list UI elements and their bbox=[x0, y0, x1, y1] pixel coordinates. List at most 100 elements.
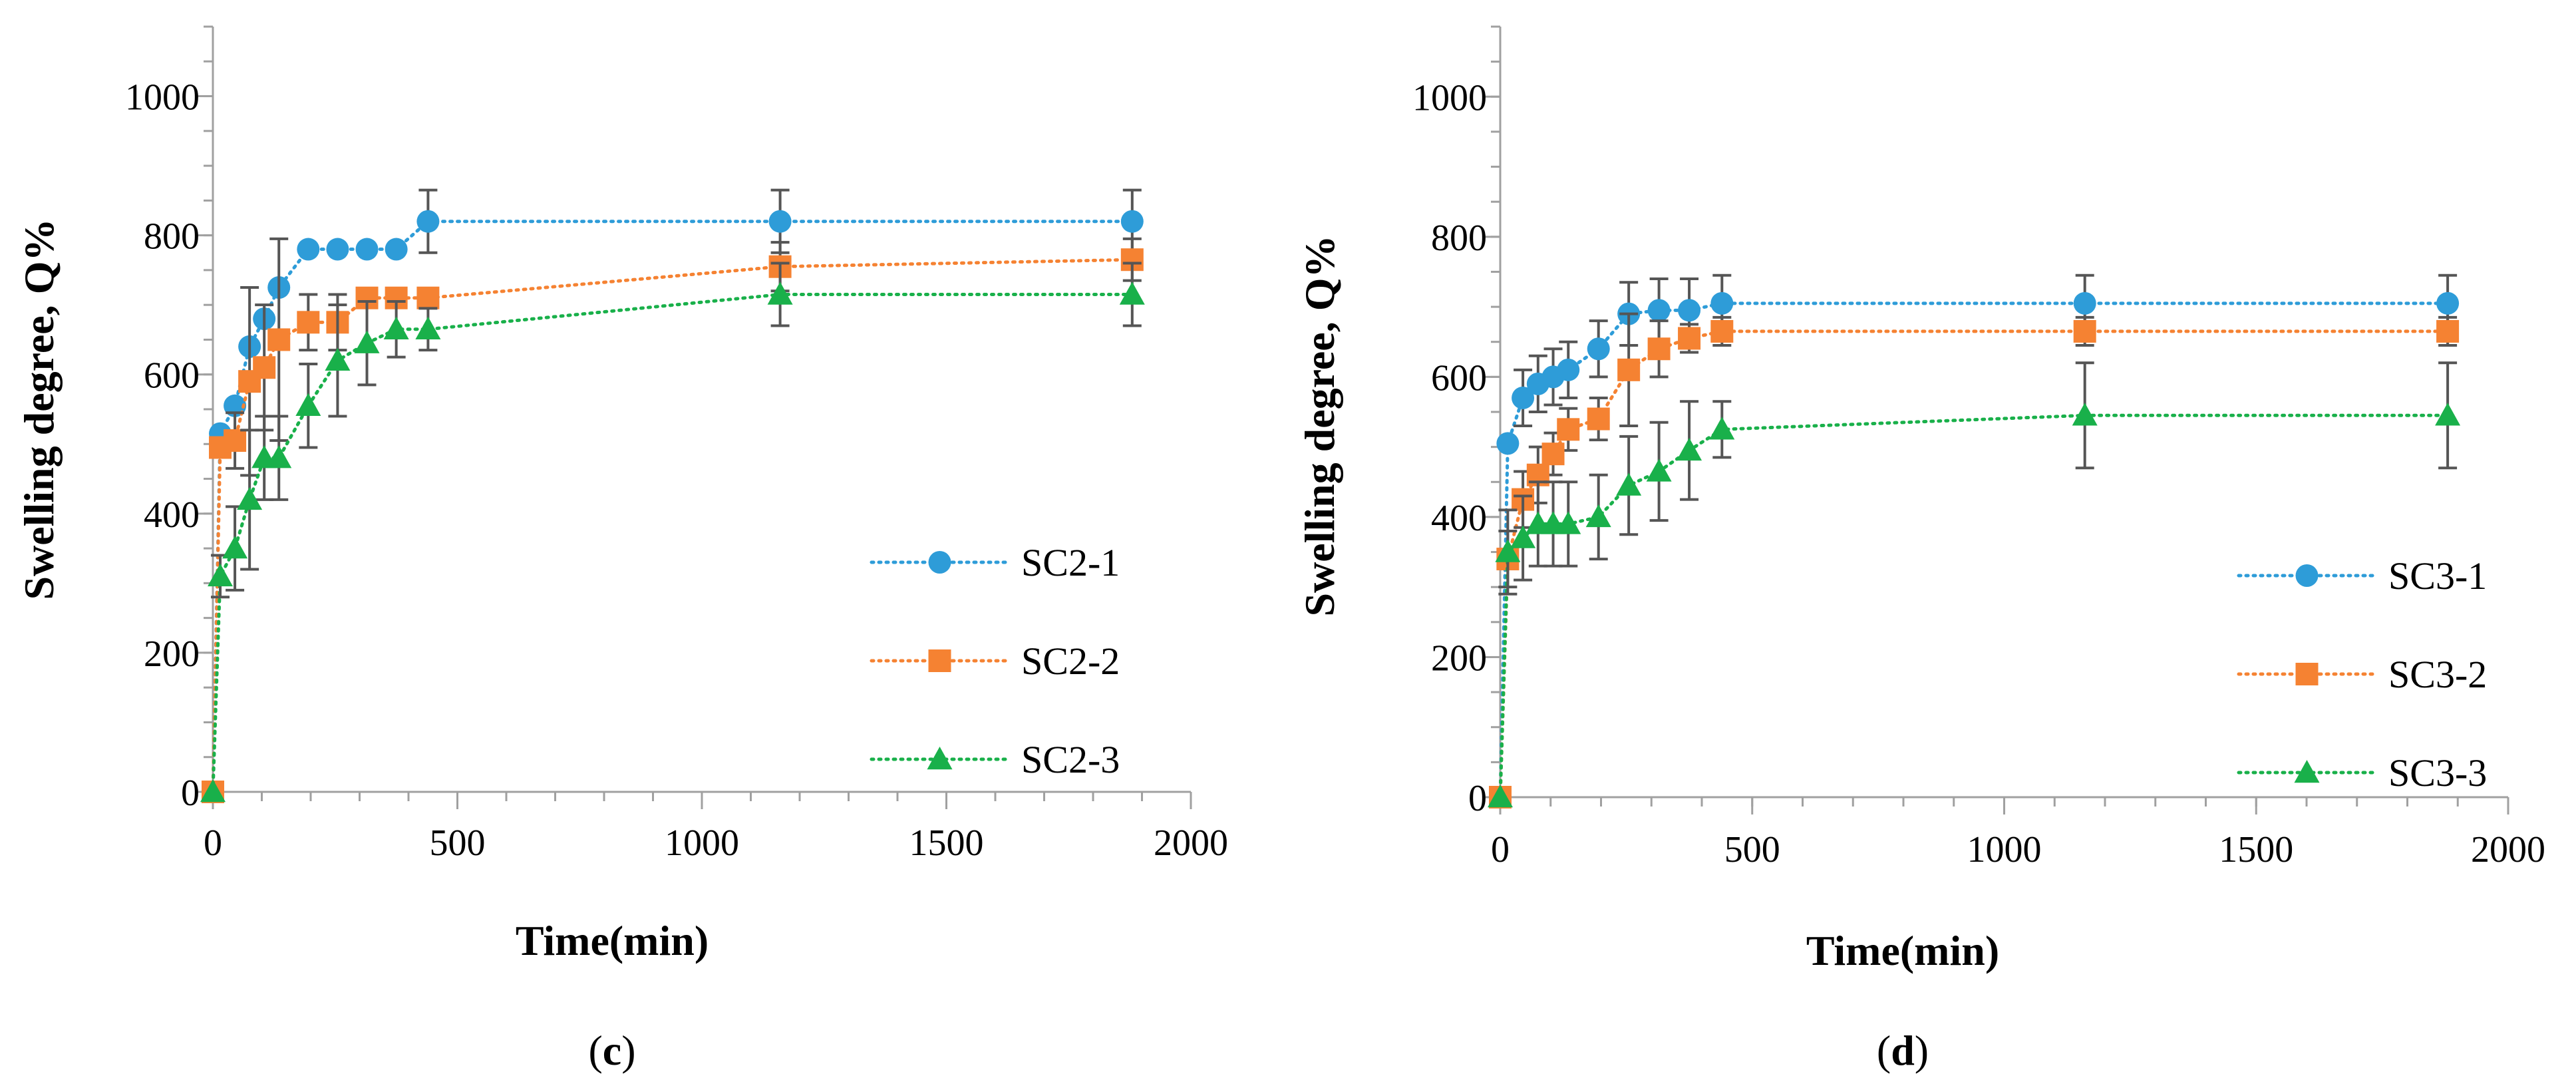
legend-item: SC2-2 bbox=[870, 639, 1120, 683]
legend-item: SC2-1 bbox=[870, 541, 1120, 584]
data-point bbox=[1510, 525, 1536, 548]
y-tick-label: 200 bbox=[144, 633, 200, 675]
data-point bbox=[1119, 281, 1145, 305]
data-point bbox=[354, 330, 380, 353]
series-sc3-2 bbox=[1489, 312, 2460, 809]
data-point bbox=[267, 328, 291, 351]
x-tick-label: 500 bbox=[430, 822, 486, 864]
data-point bbox=[1587, 337, 1610, 361]
data-point bbox=[1120, 210, 1144, 233]
data-point bbox=[2436, 291, 2460, 315]
data-point bbox=[355, 238, 379, 261]
y-tick-label: 600 bbox=[1431, 357, 1487, 399]
y-tick-label: 400 bbox=[1431, 498, 1487, 539]
series-line bbox=[211, 258, 1134, 794]
data-point bbox=[1488, 785, 1513, 808]
series-sc3-3 bbox=[1488, 361, 2461, 808]
x-tick-label: 2000 bbox=[2471, 829, 2545, 870]
x-axis-title: Time(min) bbox=[516, 917, 709, 964]
data-point bbox=[200, 779, 226, 803]
axes: 0 200 400 600 800 1000 0 500 1000 1500 2000 bbox=[125, 25, 1228, 864]
x-tick-label: 1500 bbox=[2219, 829, 2293, 870]
data-point bbox=[385, 238, 408, 261]
data-point bbox=[1646, 458, 1672, 482]
data-point bbox=[266, 445, 292, 468]
legend-label: SC2-3 bbox=[1021, 738, 1120, 781]
data-point bbox=[1585, 504, 1611, 528]
panel-letter: d bbox=[1891, 1027, 1915, 1074]
y-tick-label: 200 bbox=[1431, 637, 1487, 679]
series-line bbox=[211, 293, 1134, 794]
y-tick-label: 1000 bbox=[1412, 77, 1487, 118]
series-sc2-2 bbox=[202, 237, 1144, 803]
data-point bbox=[1555, 511, 1581, 534]
data-point bbox=[1647, 299, 1671, 322]
legend-item: SC3-2 bbox=[2237, 653, 2487, 696]
chart-panel-d: Swelling degree, Q% Time(min) (d) 0 200 40… bbox=[1296, 25, 2545, 1074]
data-point bbox=[2073, 319, 2096, 343]
data-point bbox=[1677, 437, 1702, 461]
legend-label: SC3-2 bbox=[2388, 653, 2487, 696]
data-point bbox=[224, 429, 247, 452]
data-point bbox=[1678, 327, 1701, 350]
data-point bbox=[1647, 337, 1671, 361]
legend-item: SC2-3 bbox=[870, 738, 1120, 781]
data-point bbox=[1678, 299, 1701, 322]
x-tick-label: 1000 bbox=[1967, 829, 2042, 870]
legend-marker bbox=[928, 649, 951, 672]
legend-marker bbox=[2295, 663, 2319, 685]
data-point bbox=[326, 238, 349, 261]
data-point bbox=[253, 356, 276, 379]
data-point bbox=[2072, 403, 2098, 426]
y-tick-label: 800 bbox=[1431, 218, 1487, 259]
legend-marker bbox=[928, 551, 951, 574]
data-point bbox=[416, 210, 440, 233]
data-point bbox=[1710, 291, 1734, 315]
x-tick-label: 500 bbox=[1724, 829, 1780, 870]
y-axis-title: Swelling degree, Q% bbox=[15, 219, 63, 600]
legend-marker bbox=[2294, 760, 2320, 783]
data-point bbox=[297, 311, 320, 334]
data-point bbox=[2436, 319, 2460, 343]
y-axis-title: Swelling degree, Q% bbox=[1296, 236, 1343, 617]
data-point bbox=[2073, 291, 2096, 315]
data-point bbox=[1557, 358, 1580, 381]
data-point bbox=[1709, 417, 1735, 440]
y-tick-label: 1000 bbox=[125, 77, 200, 118]
y-tick-label: 0 bbox=[1468, 778, 1487, 819]
y-tick-label: 800 bbox=[144, 216, 200, 258]
legend-marker bbox=[2295, 564, 2319, 587]
y-tick-label: 400 bbox=[144, 494, 200, 536]
legend-label: SC3-3 bbox=[2388, 751, 2487, 795]
data-point bbox=[237, 486, 263, 510]
legend-item: SC3-3 bbox=[2237, 751, 2487, 795]
x-tick-label: 0 bbox=[204, 822, 222, 864]
axes: 0 200 400 600 800 1000 0 500 1000 1500 2000 bbox=[1412, 25, 2545, 870]
x-tick-label: 1000 bbox=[665, 822, 739, 864]
data-point bbox=[1557, 418, 1580, 441]
series-line bbox=[1498, 301, 2450, 799]
data-point bbox=[1541, 443, 1565, 466]
data-point bbox=[208, 563, 234, 587]
legend-item: SC3-1 bbox=[2237, 554, 2487, 598]
panel-label: (d) bbox=[1877, 1027, 1929, 1074]
data-point bbox=[222, 536, 248, 559]
data-point bbox=[1617, 358, 1641, 381]
y-tick-label: 600 bbox=[144, 355, 200, 397]
data-point bbox=[2435, 403, 2461, 426]
data-point bbox=[768, 210, 792, 233]
panel-letter: c bbox=[603, 1027, 621, 1074]
data-point bbox=[295, 393, 321, 416]
legend-marker bbox=[927, 747, 953, 770]
legend-label: SC2-2 bbox=[1021, 639, 1120, 683]
series-line bbox=[1498, 329, 2450, 799]
legend-label: SC3-1 bbox=[2388, 554, 2487, 598]
x-tick-label: 0 bbox=[1491, 829, 1510, 870]
panel-label: (c) bbox=[588, 1027, 635, 1074]
data-point bbox=[416, 286, 440, 309]
x-tick-label: 1500 bbox=[909, 822, 984, 864]
legend-label: SC2-1 bbox=[1021, 541, 1120, 584]
data-point bbox=[1512, 386, 1535, 409]
series-line bbox=[1498, 413, 2450, 799]
